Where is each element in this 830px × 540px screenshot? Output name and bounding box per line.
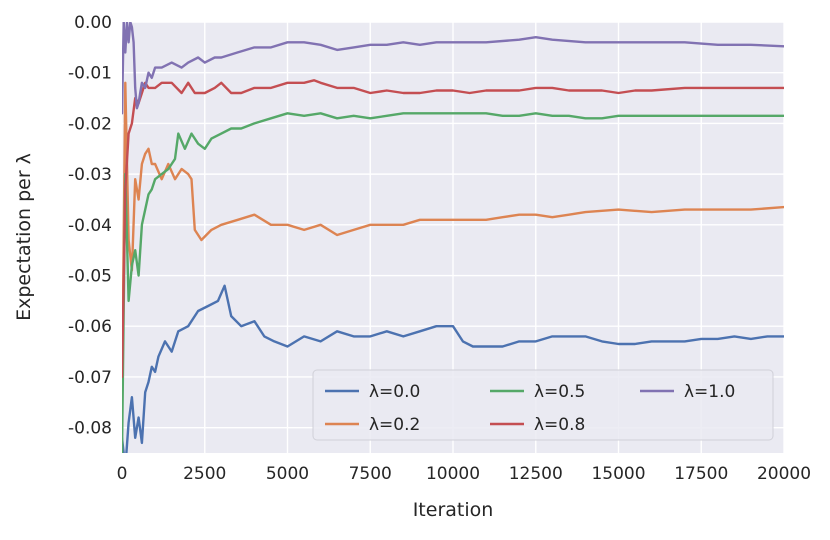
x-tick-label: 17500 <box>674 464 728 484</box>
x-tick-label: 5000 <box>266 464 309 484</box>
y-tick-label: -0.04 <box>68 216 112 236</box>
y-tick-label: -0.01 <box>68 64 112 84</box>
x-tick-label: 12500 <box>509 464 563 484</box>
y-tick-label: -0.06 <box>68 317 112 337</box>
series-lines <box>122 22 784 453</box>
legend-label: λ=1.0 <box>684 382 735 402</box>
x-tick-label: 2500 <box>183 464 226 484</box>
legend-label: λ=0.8 <box>534 415 585 435</box>
series-line <box>122 79 784 379</box>
y-tick-label: 0.00 <box>74 13 112 33</box>
x-axis-label: Iteration <box>413 499 494 521</box>
y-tick-label: -0.05 <box>68 267 112 287</box>
y-tick-labels: 0.00 -0.01 -0.02 -0.03 -0.04 -0.05 -0.06 -0.07 -… <box>68 13 112 439</box>
x-tick-label: 7500 <box>349 464 392 484</box>
legend-label: λ=0.0 <box>369 382 420 402</box>
series-line <box>122 22 784 115</box>
x-tick-labels: 0 2500 5000 7500 10000 12500 15000 17500 20000 <box>117 464 811 484</box>
x-tick-label: 15000 <box>591 464 645 484</box>
x-tick-label: 10000 <box>426 464 480 484</box>
series-line <box>122 81 784 404</box>
legend-label: λ=0.5 <box>534 382 585 402</box>
y-tick-label: -0.08 <box>68 419 112 439</box>
grid-lines <box>121 21 785 453</box>
legend-box <box>312 369 774 441</box>
legend: λ=0.0 λ=0.5 λ=1.0 λ=0.2 λ=0.8 <box>312 369 774 441</box>
series-line <box>122 284 784 453</box>
series-line <box>122 112 784 453</box>
x-tick-label: 20000 <box>757 464 811 484</box>
x-tick-label: 0 <box>117 464 128 484</box>
y-tick-label: -0.02 <box>68 114 112 134</box>
y-axis-label: Expectation per λ <box>13 153 35 321</box>
y-tick-label: -0.03 <box>68 165 112 185</box>
y-tick-label: -0.07 <box>68 368 112 388</box>
legend-label: λ=0.2 <box>369 415 420 435</box>
